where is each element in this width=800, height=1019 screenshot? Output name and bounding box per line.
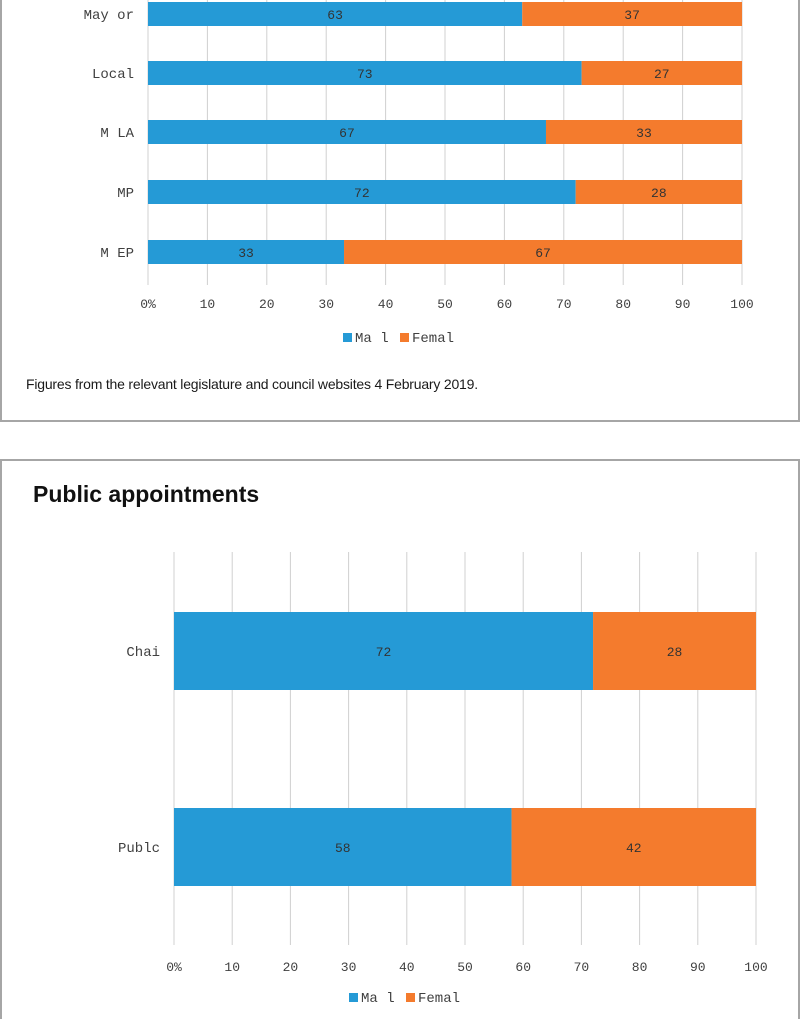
bar-segment <box>174 612 594 690</box>
legend-label: Femal <box>418 991 460 1007</box>
x-tick-label: 10 <box>224 960 240 975</box>
category-label: Publc <box>118 841 160 857</box>
bar-segment <box>344 240 742 264</box>
bar-segment <box>174 808 512 886</box>
x-tick-label: 60 <box>515 960 531 975</box>
data-label: 67 <box>535 246 551 261</box>
bar-segment <box>148 61 582 85</box>
x-tick-label: 10 <box>200 297 216 312</box>
x-tick-label: 40 <box>399 960 415 975</box>
data-label: 73 <box>357 67 373 82</box>
category-label: MP <box>117 186 134 202</box>
bar-segment <box>522 2 742 26</box>
data-label: 63 <box>327 8 343 23</box>
data-label: 72 <box>354 186 370 201</box>
x-tick-label: 90 <box>675 297 691 312</box>
x-tick-label: 40 <box>378 297 394 312</box>
bar-segment <box>148 240 345 264</box>
elected-representation-chart: 0% 10 20 30 40 50 60 70 80 90 100 May or 63 37 Local 73… <box>84 0 754 347</box>
x-tick-label: 0% <box>140 297 156 312</box>
legend-swatch <box>406 993 415 1002</box>
bar-segment <box>148 120 546 144</box>
data-label: 37 <box>624 8 640 23</box>
x-tick-label: 30 <box>341 960 357 975</box>
category-label: M EP <box>100 246 134 262</box>
data-label: 28 <box>667 645 683 660</box>
x-tick-label: 70 <box>574 960 590 975</box>
bar-segment <box>511 808 756 886</box>
section-title: Public appointments <box>33 481 260 507</box>
data-label: 67 <box>339 126 355 141</box>
bar-segment <box>593 612 756 690</box>
legend-swatch <box>349 993 358 1002</box>
x-tick-label: 20 <box>259 297 275 312</box>
x-tick-label: 60 <box>497 297 513 312</box>
x-tick-label: 90 <box>690 960 706 975</box>
data-label: 72 <box>376 645 392 660</box>
bar-segment <box>148 180 576 204</box>
x-tick-label: 80 <box>615 297 631 312</box>
bar-segment <box>148 2 523 26</box>
bar-segment <box>575 180 742 204</box>
x-tick-label: 0% <box>166 960 182 975</box>
legend-swatch <box>400 333 409 342</box>
bar-segment <box>581 61 742 85</box>
x-tick-label: 80 <box>632 960 648 975</box>
category-label: M LA <box>100 126 134 142</box>
x-tick-label: 100 <box>744 960 767 975</box>
legend-label: Ma l <box>361 991 395 1007</box>
bar-segment <box>545 120 742 144</box>
x-tick-label: 30 <box>318 297 334 312</box>
data-label: 33 <box>238 246 254 261</box>
chart-panel-public-appointments <box>0 459 800 1019</box>
source-note: Figures from the relevant legislature an… <box>26 376 478 392</box>
category-label: Chai <box>126 645 160 661</box>
x-tick-label: 50 <box>437 297 453 312</box>
data-label: 58 <box>335 841 351 856</box>
x-tick-label: 100 <box>730 297 753 312</box>
data-label: 42 <box>626 841 642 856</box>
data-label: 28 <box>651 186 667 201</box>
category-label: May or <box>84 8 134 24</box>
data-label: 33 <box>636 126 652 141</box>
data-label: 27 <box>654 67 670 82</box>
x-tick-label: 70 <box>556 297 572 312</box>
legend-label: Ma l <box>355 331 389 347</box>
x-tick-label: 50 <box>457 960 473 975</box>
legend-swatch <box>343 333 352 342</box>
x-tick-label: 20 <box>283 960 299 975</box>
category-label: Local <box>92 67 134 83</box>
legend-label: Femal <box>412 331 454 347</box>
